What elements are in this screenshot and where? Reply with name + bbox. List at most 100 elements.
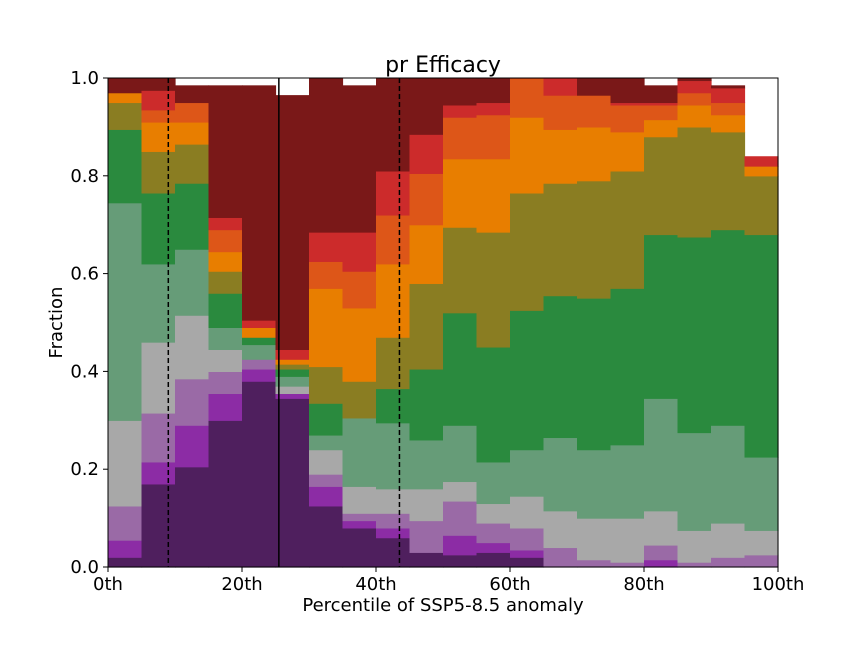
bar-segment xyxy=(141,263,176,343)
bar-segment xyxy=(711,114,746,133)
bar-segment xyxy=(275,364,310,370)
bar-segment xyxy=(175,315,210,380)
bar-segment xyxy=(175,378,210,426)
bar-segment xyxy=(677,432,712,531)
bar-segment xyxy=(175,122,210,145)
bar-segment xyxy=(409,520,444,553)
y-tick-label: 0.4 xyxy=(70,361,99,382)
bar-segment xyxy=(208,293,243,328)
stacked-bars xyxy=(108,78,779,568)
y-tick-label: 1.0 xyxy=(70,68,99,89)
bar-segment xyxy=(744,554,779,568)
bar-segment xyxy=(342,232,377,272)
bar-segment xyxy=(476,542,511,553)
bar-segment xyxy=(744,175,779,236)
bar-segment xyxy=(443,500,478,536)
bar-segment xyxy=(577,78,612,96)
bar-segment xyxy=(309,403,344,436)
x-tick-label: 80th xyxy=(623,574,664,595)
bar-segment xyxy=(610,78,645,104)
bar-segment xyxy=(376,527,411,539)
bar-segment xyxy=(141,192,176,265)
bar-segment xyxy=(409,488,444,522)
bar-segment xyxy=(208,271,243,294)
bar-segment xyxy=(342,85,377,233)
bar-segment xyxy=(644,510,679,546)
bar-segment xyxy=(275,349,310,360)
bar-segment xyxy=(141,342,176,414)
bar-segment xyxy=(376,170,411,216)
bar-segment xyxy=(610,104,645,133)
bar-segment xyxy=(476,552,511,568)
chart-title: pr Efficacy xyxy=(385,53,501,78)
bar-segment xyxy=(443,535,478,556)
y-tick-label: 0.6 xyxy=(70,264,99,285)
bar-segment xyxy=(376,337,411,390)
bar-segment xyxy=(644,398,679,512)
bar-segment xyxy=(208,420,243,568)
bar-segment xyxy=(309,505,344,568)
bar-segment xyxy=(175,85,210,104)
bar-segment xyxy=(342,417,377,487)
bar-segment xyxy=(443,554,478,568)
bar-segment xyxy=(309,366,344,404)
bar-segment xyxy=(677,78,712,82)
bar-segment xyxy=(309,78,344,233)
bar-segment xyxy=(476,114,511,160)
y-axis-label: Fraction xyxy=(46,287,67,359)
bar-segment xyxy=(175,249,210,316)
bar-segment xyxy=(108,78,143,94)
bar-segment xyxy=(108,102,143,130)
bar-segment xyxy=(711,131,746,231)
bar-segment xyxy=(543,95,578,130)
bar-segment xyxy=(409,134,444,174)
bar-segment xyxy=(242,320,277,328)
bar-segment xyxy=(510,527,545,551)
bar-segment xyxy=(711,85,746,89)
y-tick-label: 0.0 xyxy=(70,557,99,578)
bar-segment xyxy=(141,461,176,485)
x-axis-ticks: 0th 20th 40th 60th 80th 100th xyxy=(93,567,804,595)
bar-segment xyxy=(275,398,310,568)
bar-segment xyxy=(510,549,545,558)
bar-segment xyxy=(744,456,779,531)
bar-segment xyxy=(208,217,243,231)
bar-segment xyxy=(476,461,511,505)
plot-frame xyxy=(107,77,779,568)
bar-segment xyxy=(577,95,612,128)
bar-segment xyxy=(677,104,712,128)
bar-segment xyxy=(543,295,578,439)
y-axis-ticks: 0.0 0.2 0.4 0.6 0.8 1.0 xyxy=(70,68,108,578)
bar-segment xyxy=(208,371,243,395)
y-tick-label: 0.2 xyxy=(70,459,99,480)
bar-segment xyxy=(141,90,176,111)
bar-segment xyxy=(644,559,679,568)
bar-segment xyxy=(610,288,645,446)
bar-segment xyxy=(476,102,511,116)
bar-segment xyxy=(342,513,377,522)
bar-segment xyxy=(577,518,612,561)
bar-segment xyxy=(610,131,645,172)
bar-segment xyxy=(610,102,645,106)
bar-segment xyxy=(610,518,645,563)
bar-segment xyxy=(108,420,143,507)
bar-segment xyxy=(342,381,377,419)
bar-segment xyxy=(409,283,444,370)
bar-segment xyxy=(476,346,511,463)
bar-segment xyxy=(376,488,411,514)
bar-segment xyxy=(510,449,545,497)
bar-segment xyxy=(108,540,143,558)
bar-segment xyxy=(443,425,478,483)
bar-segment xyxy=(275,368,310,377)
bar-segment xyxy=(443,78,478,106)
bar-segment xyxy=(309,434,344,451)
bar-segment xyxy=(443,117,478,160)
bar-segment xyxy=(108,557,143,568)
bar-segment xyxy=(108,202,143,421)
bar-segment xyxy=(175,466,210,568)
bar-segment xyxy=(309,474,344,487)
bar-segment xyxy=(476,158,511,233)
bar-segment xyxy=(744,530,779,556)
bar-segment xyxy=(409,368,444,441)
bar-segment xyxy=(577,559,612,568)
